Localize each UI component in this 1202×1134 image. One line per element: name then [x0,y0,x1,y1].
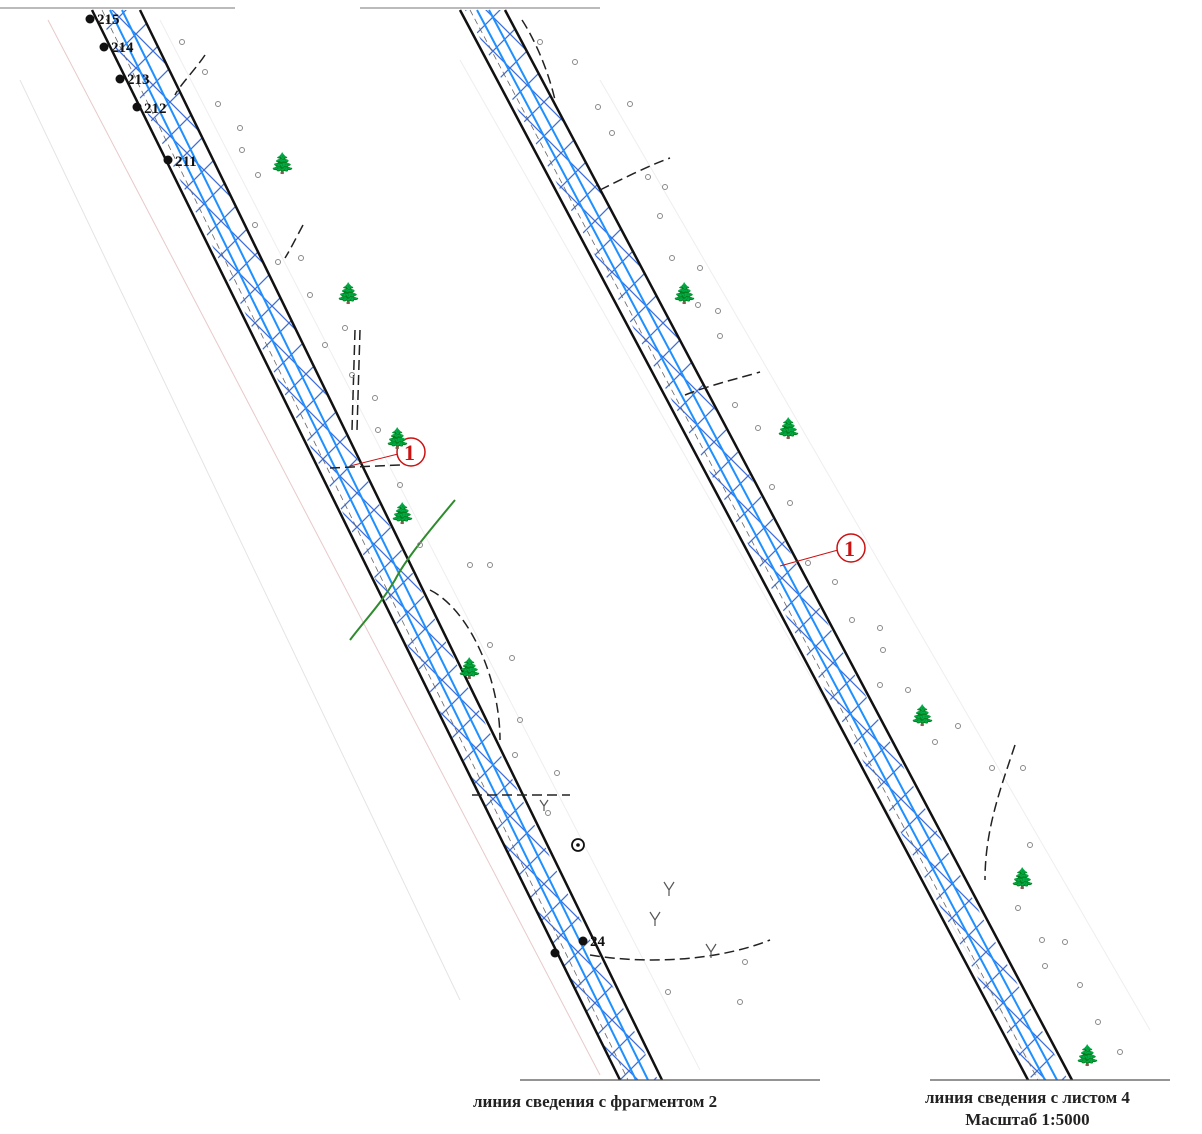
callout-number: 1 [844,536,855,561]
offset-line [47,19,601,1076]
tree-icon: 🌲 [270,151,295,175]
tree-icon: 🌲 [390,501,415,525]
dashed-path [329,464,401,469]
callout-number: 1 [404,440,415,465]
point-label-212: 212 [144,101,167,117]
tree-icon: 🌲 [385,426,410,450]
caption-join-line-fragment-2: линия сведения с фрагментом 2 [473,1092,718,1111]
point-label-24: 24 [590,934,606,950]
survey-point-24 [578,936,588,946]
tree-icon: 🌲 [776,416,801,440]
corridor-edge-left [458,9,1030,1081]
tree-icon: 🌲 [336,281,361,305]
tree-icon: 🌲 [1010,866,1035,890]
pipeline-line [121,9,649,1081]
tree-icon: 🌲 [457,656,482,680]
pipeline-line [488,9,1058,1081]
dashed-path [429,589,501,741]
point-label-215: 215 [97,12,120,28]
dashed-path [356,329,361,431]
dashed-path [599,157,671,191]
point-label-214: 214 [111,40,134,56]
dashed-features [174,19,1016,961]
corridor-edge-left [90,9,622,1081]
offset-line [19,79,461,1001]
left-corridor [90,9,664,1081]
well-symbol-center [576,843,580,847]
offset-line [159,19,701,1071]
dashed-path [174,54,206,96]
offset-line [599,79,1151,1031]
pipeline-line [476,9,1046,1081]
green-boundary-line [349,499,456,641]
tree-icon: 🌲 [910,703,935,727]
survey-point-213 [115,74,125,84]
survey-point-211 [163,155,173,165]
survey-point-212 [132,102,142,112]
dashed-path [351,329,356,431]
vegetation-dots [179,39,1123,1055]
callout-right: 1 [779,533,866,567]
dashed-path [684,371,761,396]
callout-circle [836,533,866,563]
dashed-path [284,224,304,259]
well-symbol [571,838,585,852]
right-corridor [458,9,1074,1081]
tree-symbols: 🌲 🌲 🌲 🌲 🌲 🌲 🌲 🌲 🌲 🌲 [270,151,1100,1067]
centerline [469,9,1039,1081]
dashed-path [521,19,556,101]
caption-join-line-sheet-4-text: линия сведения с листом 4 [925,1088,1130,1107]
centerline [101,9,629,1081]
tree-icon: 🌲 [1075,1043,1100,1067]
survey-point [550,948,560,958]
tree-icon: 🌲 [672,281,697,305]
callout-leader [349,453,399,467]
corridor-hatch [97,10,658,1080]
callout-left: 1 [349,437,426,467]
scale-caption: Масштаб 1:5000 [965,1110,1090,1129]
survey-point-215 [85,14,95,24]
point-label-211: 211 [175,154,197,170]
callout-circle [396,437,426,467]
corridor-hatch [465,10,1068,1080]
survey-point-214 [99,42,109,52]
pipeline-line [109,9,637,1081]
dashed-path [589,939,771,961]
callout-leader [779,549,839,567]
point-label-213: 213 [127,72,150,88]
corridor-edge-right [503,9,1074,1081]
shrub-symbols [539,799,717,958]
dashed-path [984,744,1016,881]
survey-points: 215 214 213 212 211 24 [85,12,606,958]
caption-join-line-sheet-4: линия сведения с листом 4 Масштаб 1:5000 [925,1087,1130,1131]
corridor-edge-right [138,9,664,1081]
